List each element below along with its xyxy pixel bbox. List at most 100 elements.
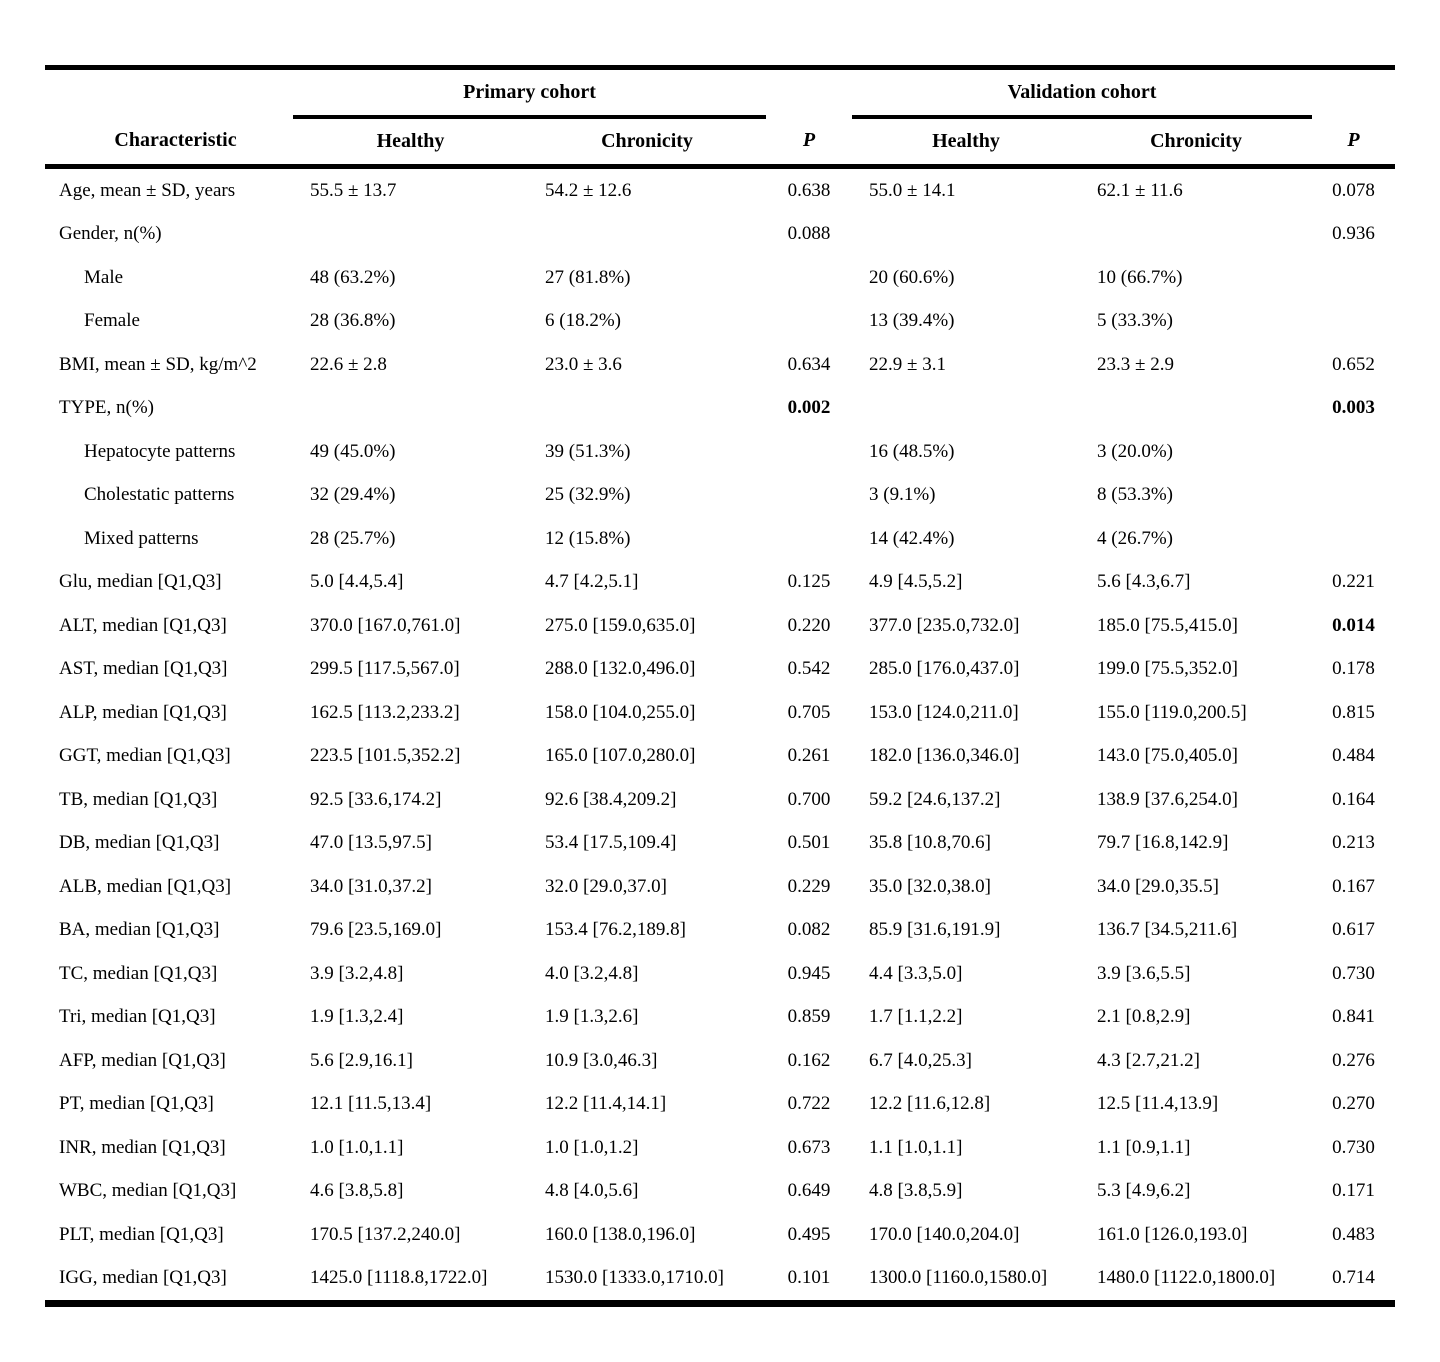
table-row: Female 28 (36.8%) 6 (18.2%) 13 (39.4%) 5… <box>45 300 1395 344</box>
table-row: DB, median [Q1,Q3] 47.0 [13.5,97.5] 53.4… <box>45 822 1395 866</box>
table-row: INR, median [Q1,Q3] 1.0 [1.0,1.1] 1.0 [1… <box>45 1126 1395 1170</box>
primary-healthy-value: 79.6 [23.5,169.0] <box>310 919 442 941</box>
table-row: PLT, median [Q1,Q3] 170.5 [137.2,240.0] … <box>45 1213 1395 1257</box>
primary-healthy-value <box>293 213 528 257</box>
primary-p-value: 0.229 <box>787 875 831 897</box>
primary-p-value <box>766 256 852 300</box>
primary-healthy-value <box>293 387 528 431</box>
validation-healthy-value: 85.9 [31.6,191.9] <box>869 919 1001 941</box>
validation-chronicity-value: 143.0 [75.0,405.0] <box>1097 745 1238 767</box>
empty-header-cell <box>766 68 852 118</box>
validation-p-value: 0.483 <box>1332 1223 1375 1245</box>
validation-p-value <box>1312 474 1395 518</box>
primary-p-value: 0.125 <box>787 571 831 593</box>
primary-p-value <box>766 517 852 561</box>
table-row: PT, median [Q1,Q3] 12.1 [11.5,13.4] 12.2… <box>45 1083 1395 1127</box>
validation-chronicity-value: 79.7 [16.8,142.9] <box>1097 832 1229 854</box>
validation-healthy-value: 55.0 ± 14.1 <box>869 179 956 201</box>
validation-healthy-value: 16 (48.5%) <box>869 440 955 462</box>
row-label: Male <box>84 266 124 288</box>
validation-p-value: 0.936 <box>1332 223 1375 245</box>
primary-p-value <box>766 474 852 518</box>
validation-healthy-value: 13 (39.4%) <box>869 310 955 332</box>
validation-p-value: 0.014 <box>1332 614 1375 636</box>
table-row: IGG, median [Q1,Q3] 1425.0 [1118.8,1722.… <box>45 1257 1395 1304</box>
primary-healthy-value: 92.5 [33.6,174.2] <box>310 788 442 810</box>
primary-chronicity-value: 158.0 [104.0,255.0] <box>545 701 696 723</box>
row-label: Hepatocyte patterns <box>84 440 236 462</box>
validation-chronicity-value: 161.0 [126.0,193.0] <box>1097 1223 1248 1245</box>
primary-p-value: 0.705 <box>787 701 831 723</box>
row-label: TC, median [Q1,Q3] <box>59 962 218 984</box>
primary-healthy-value: 5.0 [4.4,5.4] <box>310 571 404 593</box>
primary-chronicity-value <box>528 387 766 431</box>
row-label: Age, mean ± SD, years <box>59 179 236 201</box>
primary-chronicity-value: 275.0 [159.0,635.0] <box>545 614 696 636</box>
primary-healthy-value: 162.5 [113.2,233.2] <box>310 701 460 723</box>
validation-healthy-value: 377.0 [235.0,732.0] <box>869 614 1020 636</box>
primary-healthy-value: 28 (25.7%) <box>310 527 396 549</box>
validation-chronicity-value: 3 (20.0%) <box>1097 440 1173 462</box>
primary-chronicity-value: 1.0 [1.0,1.2] <box>545 1136 639 1158</box>
validation-p-value: 0.714 <box>1332 1267 1375 1289</box>
primary-p-value <box>766 430 852 474</box>
validation-healthy-value: 182.0 [136.0,346.0] <box>869 745 1020 767</box>
primary-p-value: 0.082 <box>787 919 831 941</box>
validation-healthy-value: 153.0 [124.0,211.0] <box>869 701 1019 723</box>
validation-p-value: 0.078 <box>1332 179 1375 201</box>
validation-healthy-value: 20 (60.6%) <box>869 266 955 288</box>
validation-chronicity-value: 2.1 [0.8,2.9] <box>1097 1006 1191 1028</box>
column-header-row: Characteristic Healthy Chronicity P Heal… <box>45 117 1396 169</box>
row-label: TYPE, n(%) <box>59 397 154 419</box>
primary-chronicity-value: 153.4 [76.2,189.8] <box>545 919 686 941</box>
primary-chronicity-value: 1.9 [1.3,2.6] <box>545 1006 639 1028</box>
row-label: ALT, median [Q1,Q3] <box>59 614 227 636</box>
validation-p-value: 0.171 <box>1332 1180 1375 1202</box>
validation-chronicity-value: 10 (66.7%) <box>1097 266 1183 288</box>
primary-healthy-column-header: Healthy <box>293 117 528 169</box>
primary-chronicity-value: 10.9 [3.0,46.3] <box>545 1049 658 1071</box>
validation-chronicity-value: 155.0 [119.0,200.5] <box>1097 701 1247 723</box>
validation-chronicity-value: 8 (53.3%) <box>1097 484 1173 506</box>
row-label: PLT, median [Q1,Q3] <box>59 1223 224 1245</box>
validation-p-value: 0.167 <box>1332 875 1375 897</box>
row-label: ALP, median [Q1,Q3] <box>59 701 227 723</box>
validation-p-value: 0.815 <box>1332 701 1375 723</box>
row-label: AST, median [Q1,Q3] <box>59 658 228 680</box>
validation-p-column-header: P <box>1312 117 1396 169</box>
row-label: BA, median [Q1,Q3] <box>59 919 220 941</box>
table-row: WBC, median [Q1,Q3] 4.6 [3.8,5.8] 4.8 [4… <box>45 1170 1395 1214</box>
row-label: AFP, median [Q1,Q3] <box>59 1049 226 1071</box>
primary-p-value: 0.002 <box>787 397 831 419</box>
primary-healthy-value: 28 (36.8%) <box>310 310 396 332</box>
primary-healthy-value: 1425.0 [1118.8,1722.0] <box>310 1267 488 1289</box>
validation-chronicity-value: 136.7 [34.5,211.6] <box>1097 919 1238 941</box>
characteristic-column-header: Characteristic <box>45 117 293 169</box>
primary-chronicity-value: 4.7 [4.2,5.1] <box>545 571 639 593</box>
validation-chronicity-value: 4.3 [2.7,21.2] <box>1097 1049 1200 1071</box>
primary-p-value: 0.638 <box>787 179 831 201</box>
primary-healthy-value: 370.0 [167.0,761.0] <box>310 614 461 636</box>
primary-chronicity-value: 32.0 [29.0,37.0] <box>545 875 667 897</box>
primary-chronicity-value: 53.4 [17.5,109.4] <box>545 832 677 854</box>
row-label: Tri, median [Q1,Q3] <box>59 1006 216 1028</box>
row-label: BMI, mean ± SD, kg/m^2 <box>59 353 257 375</box>
validation-chronicity-value: 5.3 [4.9,6.2] <box>1097 1180 1191 1202</box>
primary-chronicity-column-header: Chronicity <box>528 117 767 169</box>
validation-healthy-column-header: Healthy <box>852 117 1081 169</box>
validation-p-value <box>1312 517 1395 561</box>
table-row: AFP, median [Q1,Q3] 5.6 [2.9,16.1] 10.9 … <box>45 1039 1395 1083</box>
validation-chronicity-value: 5.6 [4.3,6.7] <box>1097 571 1191 593</box>
empty-header-cell <box>1312 68 1395 118</box>
primary-chronicity-value <box>528 213 766 257</box>
validation-chronicity-value: 12.5 [11.4,13.9] <box>1097 1093 1219 1115</box>
table-row: Cholestatic patterns 32 (29.4%) 25 (32.9… <box>45 474 1395 518</box>
table-row: GGT, median [Q1,Q3] 223.5 [101.5,352.2] … <box>45 735 1395 779</box>
validation-p-value <box>1312 430 1395 474</box>
validation-healthy-value: 170.0 [140.0,204.0] <box>869 1223 1020 1245</box>
table-row: Tri, median [Q1,Q3] 1.9 [1.3,2.4] 1.9 [1… <box>45 996 1395 1040</box>
validation-healthy-value: 6.7 [4.0,25.3] <box>869 1049 972 1071</box>
validation-healthy-value: 35.8 [10.8,70.6] <box>869 832 991 854</box>
baseline-characteristics-table: Primary cohort Validation cohort Charact… <box>45 65 1396 1307</box>
primary-p-value <box>766 300 852 344</box>
